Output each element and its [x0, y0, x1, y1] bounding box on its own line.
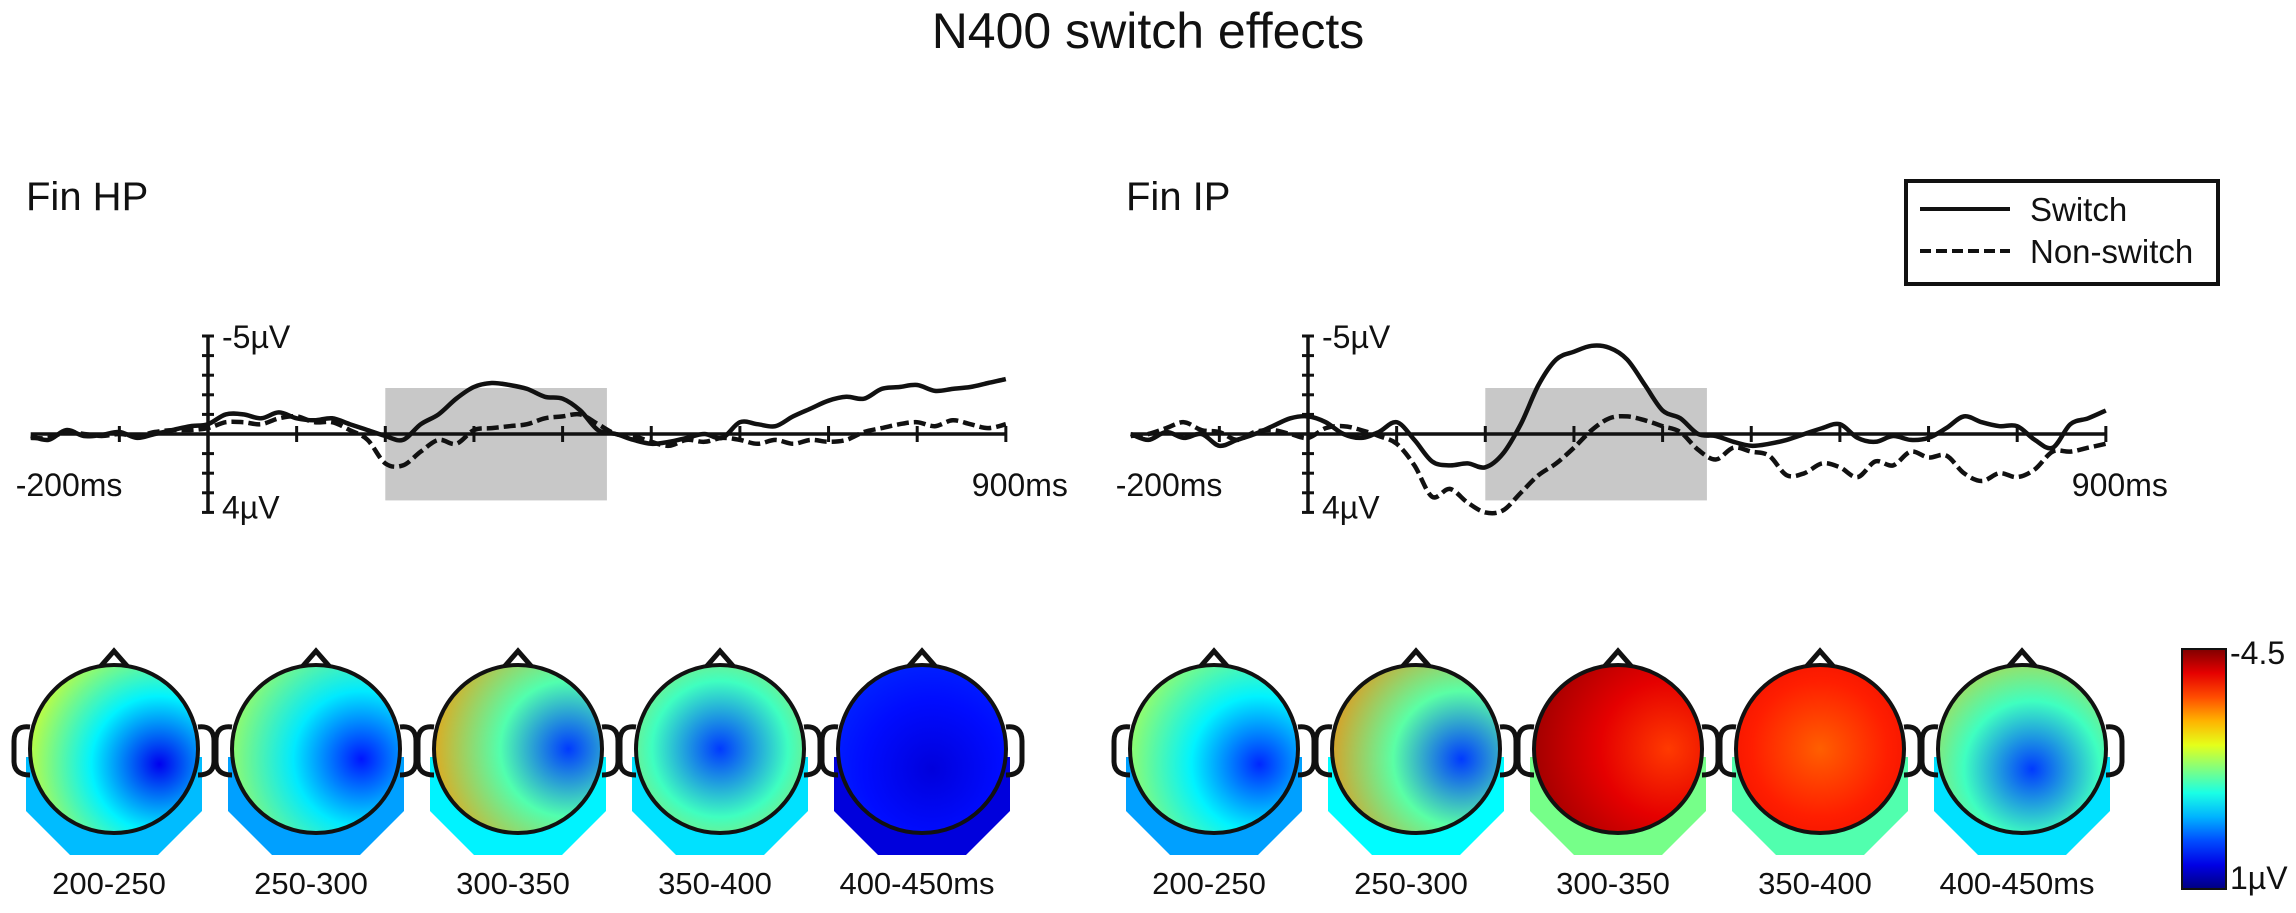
topo-window-label: 300-350 — [456, 866, 570, 901]
left-ear — [415, 724, 435, 778]
legend-label: Switch — [2030, 191, 2127, 228]
nose — [98, 647, 130, 669]
scalp — [1330, 663, 1502, 835]
scalp — [1532, 663, 1704, 835]
nose — [1602, 647, 1634, 669]
topo-map: 250-300 — [213, 647, 419, 901]
topo-window-label: 300-350 — [1556, 866, 1670, 901]
left-ear — [11, 724, 31, 778]
left-ear — [1919, 724, 1939, 778]
left-ear — [213, 724, 233, 778]
legend-box — [1904, 179, 2220, 286]
right-ear — [2105, 724, 2125, 778]
scalp — [1734, 663, 1906, 835]
shaded-window — [1485, 388, 1707, 501]
scalp — [432, 663, 604, 835]
figure-title: N400 switch effects — [932, 3, 1365, 59]
nose — [1400, 647, 1432, 669]
y-top-label: -5µV — [222, 319, 291, 355]
topo-map: 300-350 — [1515, 647, 1721, 901]
colorbar: -4.5 1µV — [2181, 635, 2288, 896]
left-ear — [819, 724, 839, 778]
right-ear — [1005, 724, 1025, 778]
x-end-label: 900ms — [972, 467, 1068, 503]
left-ear — [1515, 724, 1535, 778]
nose — [1804, 647, 1836, 669]
topo-map: 300-350 — [415, 647, 621, 901]
legend: Switch Non-switch — [1904, 179, 2220, 286]
colorbar-max-label: -4.5 — [2230, 635, 2285, 671]
series-line-switch — [1129, 343, 2107, 470]
nose — [502, 647, 534, 669]
topo-window-label: 400-450ms — [839, 866, 994, 901]
left-ear — [1313, 724, 1333, 778]
scalp — [1936, 663, 2108, 835]
series-line-non-switch — [30, 411, 1007, 469]
nose — [704, 647, 736, 669]
left-ear — [617, 724, 637, 778]
y-bottom-label: 4µV — [1322, 489, 1380, 525]
topography-maps: 200-250 250-300 300-350 350-400 400-450ms 200… — [11, 647, 2125, 901]
panel-fin-hp: Fin HP -5µV 4µV -200ms 900ms — [16, 175, 1068, 525]
scalp — [836, 663, 1008, 835]
topo-window-label: 400-450ms — [1939, 866, 2094, 901]
scalp — [1128, 663, 1300, 835]
topo-window-label: 250-300 — [1354, 866, 1468, 901]
shaded-window — [385, 388, 607, 501]
topo-map: 200-250 — [1111, 647, 1317, 901]
nose — [1198, 647, 1230, 669]
topo-map: 200-250 — [11, 647, 217, 901]
nose — [300, 647, 332, 669]
y-bottom-label: 4µV — [222, 489, 280, 525]
topo-window-label: 200-250 — [52, 866, 166, 901]
topo-map: 400-450ms — [1919, 647, 2125, 901]
y-top-label: -5µV — [1322, 319, 1391, 355]
colorbar-min-label: 1µV — [2230, 860, 2288, 896]
topo-map: 350-400 — [617, 647, 823, 901]
legend-label: Non-switch — [2030, 233, 2193, 270]
topo-map: 250-300 — [1313, 647, 1519, 901]
x-start-label: -200ms — [16, 467, 123, 503]
topo-window-label: 350-400 — [658, 866, 772, 901]
topo-window-label: 350-400 — [1758, 866, 1872, 901]
x-start-label: -200ms — [1116, 467, 1223, 503]
series-line-switch — [30, 376, 1007, 447]
scalp — [230, 663, 402, 835]
panel-label: Fin IP — [1126, 175, 1230, 219]
nose — [2006, 647, 2038, 669]
scalp — [28, 663, 200, 835]
colorbar-gradient — [2181, 648, 2227, 890]
scalp — [634, 663, 806, 835]
panel-fin-ip: Fin IP -5µV 4µV -200ms 900ms — [1116, 175, 2168, 525]
x-end-label: 900ms — [2072, 467, 2168, 503]
topo-map: 350-400 — [1717, 647, 1923, 901]
topo-window-label: 250-300 — [254, 866, 368, 901]
waveform-panels: Fin HP -5µV 4µV -200ms 900ms Fin IP -5µV 4µV -20… — [16, 175, 2168, 525]
topo-window-label: 200-250 — [1152, 866, 1266, 901]
nose — [906, 647, 938, 669]
topo-map: 400-450ms — [819, 647, 1025, 901]
panel-label: Fin HP — [26, 175, 148, 219]
left-ear — [1717, 724, 1737, 778]
left-ear — [1111, 724, 1131, 778]
